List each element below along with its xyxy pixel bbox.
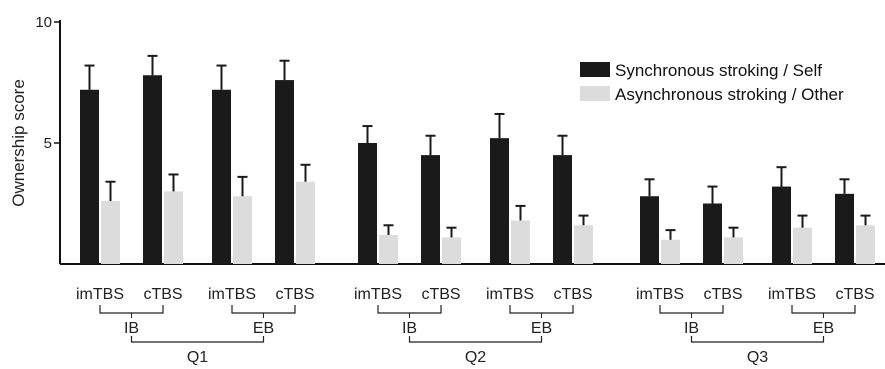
condition-bracket bbox=[509, 305, 574, 314]
bar-sync bbox=[640, 196, 659, 264]
bar-sync bbox=[80, 89, 99, 264]
condition-label: cTBS bbox=[143, 286, 182, 303]
condition-label: imTBS bbox=[636, 286, 684, 303]
bar-async bbox=[296, 181, 315, 264]
bar-sync bbox=[358, 143, 377, 264]
legend-label-sync: Synchronous stroking / Self bbox=[615, 61, 822, 80]
subgroup-bracket bbox=[408, 336, 543, 343]
bar-async bbox=[856, 225, 875, 264]
y-tick-label: 10 bbox=[35, 14, 52, 31]
condition-label: cTBS bbox=[421, 286, 460, 303]
bar-sync bbox=[772, 186, 791, 264]
legend-swatch-async bbox=[580, 86, 610, 101]
bar-sync bbox=[835, 193, 854, 264]
bar-async bbox=[574, 225, 593, 264]
y-axis-label: Ownership score bbox=[9, 79, 28, 207]
condition-label: cTBS bbox=[275, 286, 314, 303]
condition-bracket bbox=[231, 305, 296, 314]
bar-sync bbox=[553, 155, 572, 264]
bars bbox=[80, 54, 875, 265]
condition-label: cTBS bbox=[703, 286, 742, 303]
bar-sync bbox=[275, 80, 294, 264]
subgroup-label: EB bbox=[531, 320, 552, 337]
bar-async bbox=[164, 191, 183, 264]
legend-label-async: Asynchronous stroking / Other bbox=[615, 85, 844, 104]
bar-sync bbox=[703, 203, 722, 264]
legend: Synchronous stroking / Self Asynchronous … bbox=[580, 61, 844, 104]
subgroup-label: IB bbox=[684, 320, 699, 337]
bar-async bbox=[379, 234, 398, 264]
condition-label: imTBS bbox=[486, 286, 534, 303]
bar-async bbox=[793, 227, 812, 264]
condition-bracket bbox=[99, 305, 164, 314]
legend-swatch-sync bbox=[580, 62, 610, 77]
bar-async bbox=[101, 201, 120, 264]
condition-bracket bbox=[659, 305, 724, 314]
bar-async bbox=[511, 220, 530, 264]
bar-sync bbox=[212, 89, 231, 264]
bar-sync bbox=[421, 155, 440, 264]
bar-sync bbox=[143, 75, 162, 265]
bar-async bbox=[724, 237, 743, 264]
bar-async bbox=[661, 239, 680, 264]
subgroup-label: IB bbox=[402, 320, 417, 337]
condition-bracket bbox=[791, 305, 856, 314]
group-label: Q1 bbox=[187, 349, 208, 366]
subgroup-label: IB bbox=[124, 320, 139, 337]
subgroup-label: EB bbox=[253, 320, 274, 337]
condition-label: imTBS bbox=[76, 286, 124, 303]
subgroup-bracket bbox=[130, 336, 265, 343]
condition-label: imTBS bbox=[208, 286, 256, 303]
axes: 10 5 bbox=[35, 14, 885, 265]
subgroup-bracket bbox=[690, 336, 825, 343]
group-label: Q2 bbox=[465, 349, 486, 366]
bar-sync bbox=[490, 138, 509, 264]
bar-async bbox=[442, 237, 461, 264]
y-tick-label: 5 bbox=[44, 135, 52, 152]
condition-label: cTBS bbox=[835, 286, 874, 303]
condition-bracket bbox=[377, 305, 442, 314]
group-label: Q3 bbox=[747, 349, 768, 366]
condition-label: cTBS bbox=[553, 286, 592, 303]
condition-label: imTBS bbox=[768, 286, 816, 303]
bar-async bbox=[233, 196, 252, 264]
subgroup-label: EB bbox=[813, 320, 834, 337]
condition-label: imTBS bbox=[354, 286, 402, 303]
